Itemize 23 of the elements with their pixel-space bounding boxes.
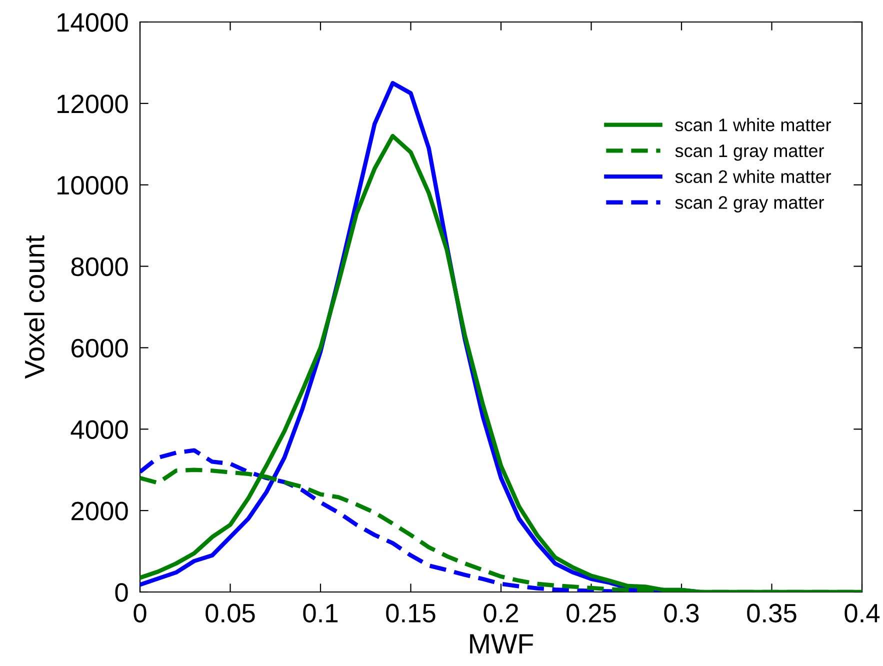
legend-label: scan 1 white matter (675, 118, 832, 132)
x-tick-label: 0.35 (747, 604, 796, 622)
x-tick-label: 0.15 (386, 604, 436, 622)
x-axis-title: MWF (470, 634, 534, 654)
x-tick-label: 0.1 (303, 604, 338, 622)
x-tick-label: 0.3 (664, 604, 699, 622)
x-tick-label: 0 (134, 604, 146, 622)
x-tick-label: 0.4 (844, 604, 880, 622)
y-tick-label: 8000 (71, 257, 128, 276)
y-tick-label: 2000 (72, 502, 128, 520)
y-tick-label: 0 (115, 583, 128, 602)
x-tick-label: 0.05 (206, 604, 255, 622)
x-tick-label: 0.25 (566, 604, 616, 622)
y-tick-label: 4000 (70, 420, 128, 439)
legend-label: scan 2 gray matter (675, 196, 824, 212)
y-tick-label: 14000 (58, 13, 128, 32)
y-tick-label: 12000 (58, 94, 128, 114)
legend-label: scan 1 gray matter (675, 144, 824, 161)
x-tick-label: 0.2 (484, 604, 518, 622)
legend-label: scan 2 white matter (675, 170, 832, 184)
y-axis-title: Voxel count (24, 235, 44, 379)
y-tick-label: 10000 (58, 176, 128, 195)
y-tick-label: 6000 (72, 338, 128, 358)
